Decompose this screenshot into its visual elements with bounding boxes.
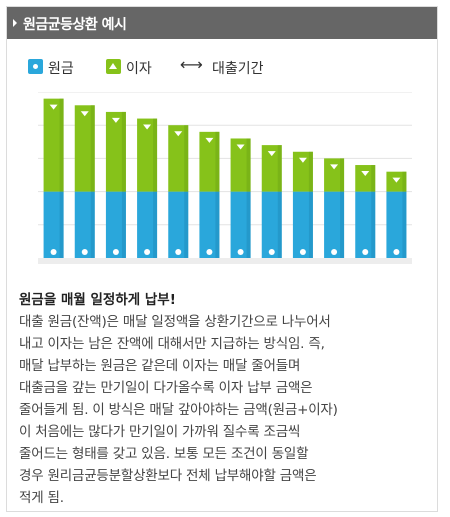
panel-title: 원금균등상환 예시 [23,17,127,33]
interest-bar [74,105,95,192]
chart-base-shadow [38,258,412,264]
description-title: 원금을 매월 일정하게 납부! [19,292,176,308]
principal-bar-marker [81,249,88,255]
interest-bar-marker [80,111,89,117]
interest-swatch-icon [106,59,121,74]
principal-bar [292,191,313,258]
interest-bar [105,111,126,192]
legend-label-principal: 원금 [48,61,74,77]
chart-plot-area [38,92,412,258]
interest-bar-shade [184,125,189,192]
principal-bar-shade [215,191,220,258]
principal-bar-marker [362,249,369,255]
principal-bar-shade [59,191,64,258]
principal-bar-shade [90,191,95,258]
principal-bar [261,191,282,258]
interest-bar-shade [153,118,158,192]
interest-bar-shade [90,105,95,192]
interest-bar [292,151,313,192]
principal-bar [324,191,345,258]
principal-bar-marker [175,249,182,255]
description-line: 줄어드는 형태를 갖고 있음. 보통 모든 조건이 동일할 [19,446,309,462]
description-line: 이 처음에는 많다가 만기일이 가까워 질수록 조금씩 [19,424,301,440]
principal-bar [74,191,95,258]
repayment-bar-chart [38,92,412,264]
interest-bar-shade [402,171,407,192]
principal-bar-marker [144,249,151,255]
principal-bar-marker [299,249,306,255]
principal-bar [230,191,251,258]
interest-bar-marker [236,144,245,150]
description-line: 줄어들게 됨. 이 방식은 매달 갚아야하는 금액(원금+이자) [19,402,338,418]
description-line: 대출금을 갚는 만기일이 다가올수록 이자 납부 금액은 [19,380,313,396]
principal-bar-shade [184,191,189,258]
principal-bar [386,191,407,258]
principal-bar-marker [268,249,275,255]
description-section: 원금을 매월 일정하게 납부! 대출 원금(잔액)은 매달 일정액을 상환기간으… [19,289,429,509]
description-line: 내고 이자는 남은 잔액에 대해서만 지급하는 방식임. 즉, [19,336,325,352]
interest-bar-marker [205,137,214,143]
principal-bar-marker [237,249,244,255]
interest-bar-shade [59,98,64,192]
principal-bar-marker [393,249,400,255]
interest-bar [355,165,376,192]
principal-bar-shade [153,191,158,258]
description-line: 대출 원금(잔액)은 매달 일정액을 상환기간으로 나누어서 [19,314,331,330]
interest-bar [168,125,189,192]
principal-bar-marker [331,249,338,255]
interest-bar-marker [392,177,401,183]
interest-bar [261,145,282,192]
principal-bar-shade [371,191,376,258]
interest-bar-marker [143,124,152,130]
double-arrow-icon: ⟷ [180,55,203,74]
principal-bar-shade [246,191,251,258]
interest-bar [230,138,251,192]
principal-swatch-icon [28,59,43,74]
interest-bar [324,158,345,192]
principal-bar [168,191,189,258]
interest-bar-marker [174,131,183,137]
interest-bar-shade [277,145,282,192]
principal-bar-shade [308,191,313,258]
interest-bar-marker [49,104,58,110]
principal-bar-shade [277,191,282,258]
principal-bar [43,191,64,258]
interest-bar-marker [330,164,339,170]
legend-label-period: 대출기간 [212,61,264,77]
interest-bar-shade [121,111,126,192]
principal-bar-shade [121,191,126,258]
legend-label-interest: 이자 [126,61,152,77]
interest-bar [43,98,64,192]
interest-bar-marker [298,157,307,163]
interest-bar-shade [308,151,313,192]
description-line: 경우 원리금균등분할상환보다 전체 납부해야할 금액은 [19,468,317,484]
interest-bar [137,118,158,192]
panel-header: 원금균등상환 예시 [7,7,437,39]
principal-bar-shade [340,191,345,258]
principal-bar [355,191,376,258]
principal-bar-marker [206,249,213,255]
interest-bar-shade [246,138,251,192]
interest-bar-marker [111,117,120,123]
principal-bar [105,191,126,258]
description-body: 대출 원금(잔액)은 매달 일정액을 상환기간으로 나누어서 내고 이자는 남은… [19,311,429,509]
principal-bar [137,191,158,258]
interest-bar-shade [215,131,220,192]
principal-bar [199,191,220,258]
interest-bar-marker [361,171,370,177]
interest-bar-marker [267,151,276,157]
interest-bar-shade [340,158,345,192]
interest-bar [199,131,220,192]
principal-bar-marker [112,249,119,255]
principal-bar-marker [50,249,57,255]
description-line: 적게 됨. [19,490,64,506]
principal-bar-shade [402,191,407,258]
description-line: 매달 납부하는 원금은 같은데 이자는 매달 줄어들며 [19,358,301,374]
interest-bar-shade [371,165,376,192]
caret-right-icon [13,19,17,27]
